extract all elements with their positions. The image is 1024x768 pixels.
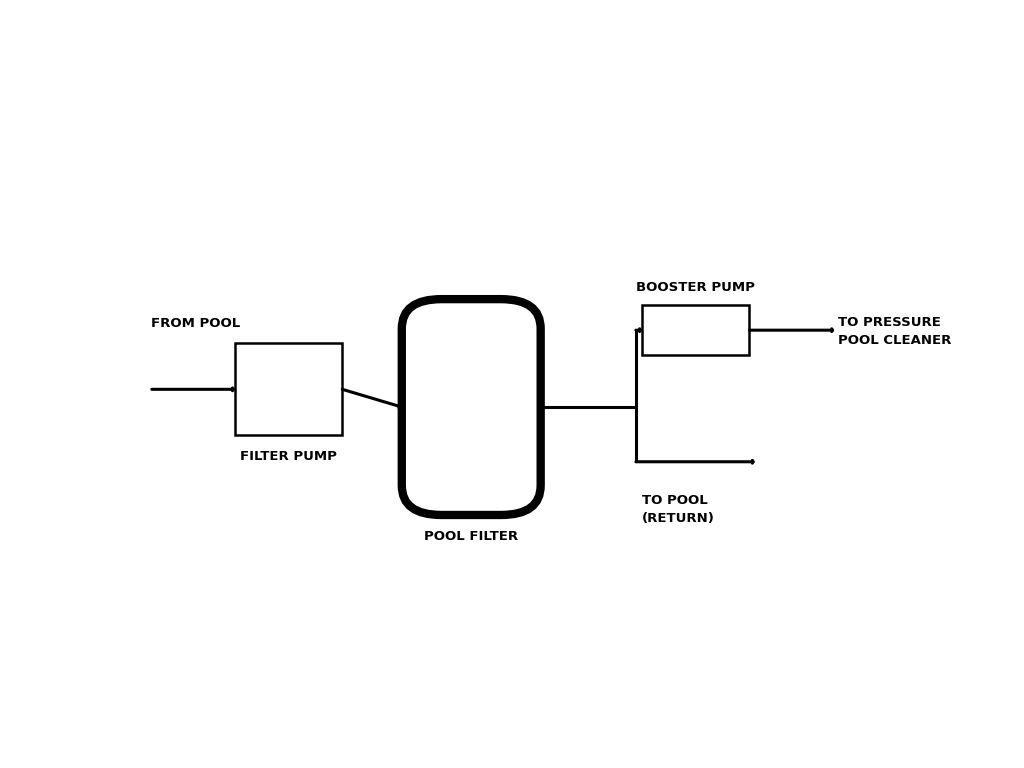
Text: TO POOL
(RETURN): TO POOL (RETURN) xyxy=(642,495,715,525)
Text: TO PRESSURE
POOL CLEANER: TO PRESSURE POOL CLEANER xyxy=(839,316,951,347)
Text: BOOSTER PUMP: BOOSTER PUMP xyxy=(636,281,756,294)
Bar xyxy=(236,343,342,435)
Text: POOL FILTER: POOL FILTER xyxy=(424,530,518,543)
Text: FILTER PUMP: FILTER PUMP xyxy=(241,450,337,463)
FancyBboxPatch shape xyxy=(401,300,541,515)
Bar xyxy=(642,305,750,356)
Text: FROM POOL: FROM POOL xyxy=(151,317,240,330)
